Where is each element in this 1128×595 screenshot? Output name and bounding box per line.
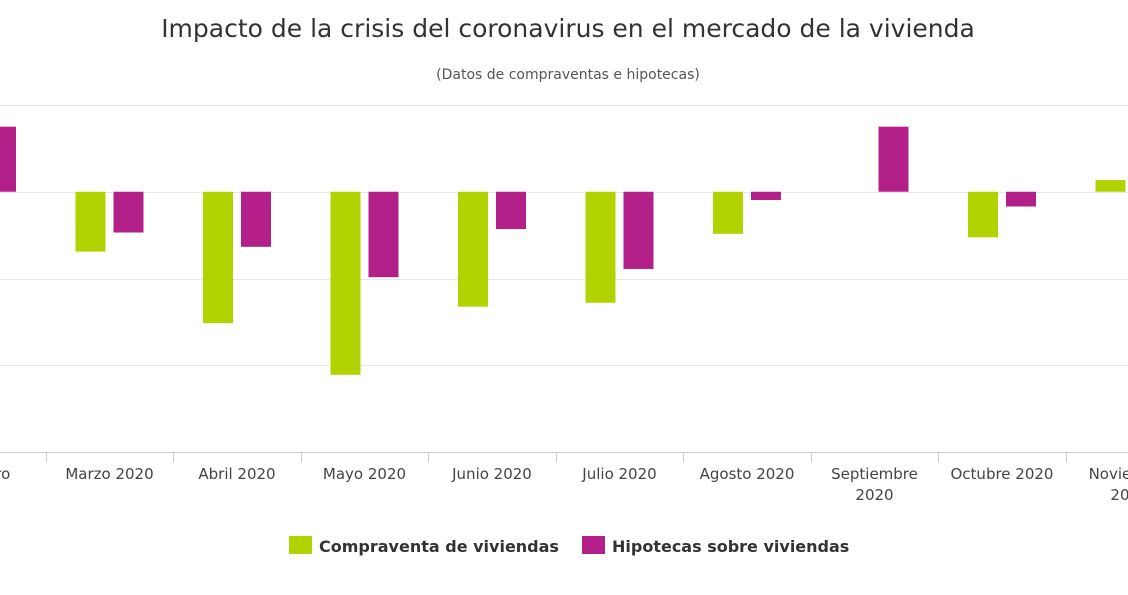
x-tick-label: Junio 2020 — [451, 465, 532, 483]
legend[interactable]: Compraventa de viviendas Hipotecas sobre … — [289, 536, 849, 556]
bar-hipotecas[interactable] — [113, 191, 144, 233]
x-tick-label: Marzo 2020 — [65, 465, 153, 483]
bar-hipotecas[interactable] — [751, 191, 781, 200]
x-tick-label: Agosto 2020 — [700, 465, 795, 483]
bars — [0, 126, 1126, 375]
bar-compraventa[interactable] — [458, 191, 488, 307]
x-tick-label: Noviembre2020 — [1089, 465, 1128, 504]
bar-hipotecas[interactable] — [0, 126, 16, 192]
x-tick-label: Mayo 2020 — [323, 465, 406, 483]
bar-hipotecas[interactable] — [623, 191, 654, 269]
bar-compraventa[interactable] — [713, 191, 743, 234]
x-tick-label: Abril 2020 — [198, 465, 275, 483]
legend-swatch — [582, 536, 605, 554]
x-axis-labels: Febrero2020 Marzo 2020 Abril 2020 Mayo 2020… — [0, 465, 1128, 504]
bar-compraventa[interactable] — [75, 191, 106, 252]
bar-hipotecas[interactable] — [496, 191, 526, 230]
chart-subtitle: (Datos de compraventas e hipotecas) — [436, 67, 700, 83]
bar-compraventa[interactable] — [968, 191, 998, 238]
bar-compraventa[interactable] — [585, 191, 616, 303]
x-tick-label: Septiembre 2020 — [831, 465, 918, 504]
x-tick-label: Octubre 2020 — [951, 465, 1054, 483]
bar-hipotecas[interactable] — [1006, 191, 1036, 207]
chart-title: Impacto de la crisis del coronavirus en … — [161, 14, 975, 43]
legend-item-compraventa[interactable]: Compraventa de viviendas — [289, 536, 559, 556]
gridlines — [0, 105, 1128, 453]
x-tick-label: Febrero2020 — [0, 465, 10, 504]
bar-compraventa[interactable] — [330, 191, 361, 375]
legend-label: Compraventa de viviendas — [319, 537, 559, 556]
legend-label: Hipotecas sobre viviendas — [612, 537, 849, 556]
legend-swatch — [289, 536, 312, 554]
legend-item-hipotecas[interactable]: Hipotecas sobre viviendas — [582, 536, 849, 556]
bar-hipotecas[interactable] — [878, 126, 909, 192]
bar-hipotecas[interactable] — [241, 191, 271, 247]
bar-compraventa[interactable] — [1095, 180, 1126, 192]
bar-hipotecas[interactable] — [368, 191, 399, 278]
x-tick-label: Julio 2020 — [581, 465, 656, 483]
x-axis — [46, 452, 1067, 462]
bar-compraventa[interactable] — [203, 191, 233, 324]
